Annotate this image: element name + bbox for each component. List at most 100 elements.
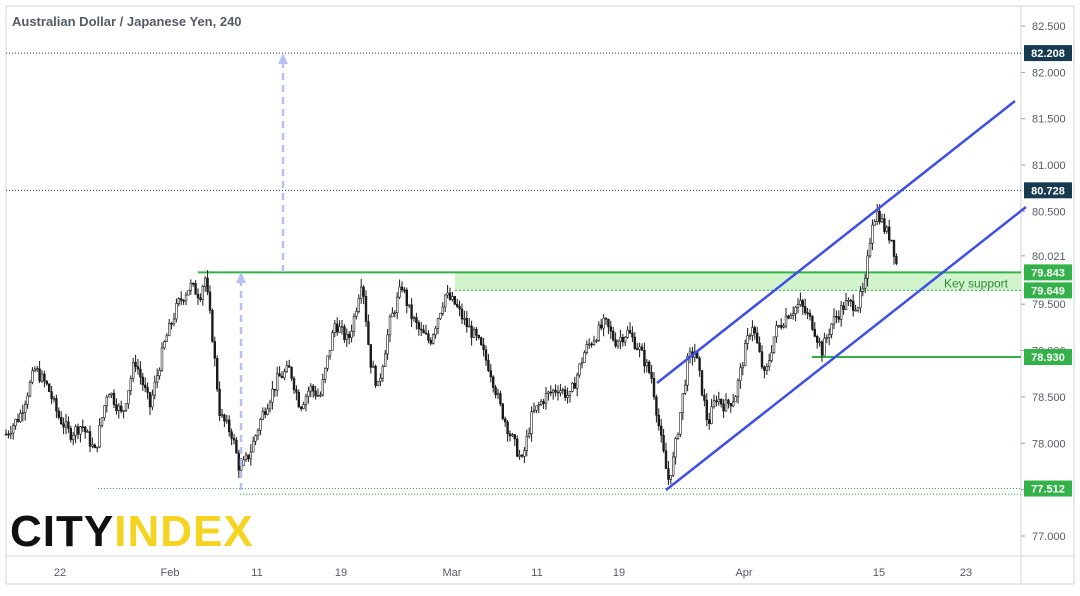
candle bbox=[57, 407, 61, 420]
candle bbox=[290, 366, 293, 382]
candle bbox=[806, 307, 809, 320]
candle-body bbox=[28, 382, 32, 397]
candle-body bbox=[775, 325, 778, 338]
candle bbox=[108, 393, 111, 398]
candle-body bbox=[431, 334, 435, 344]
candle-body bbox=[674, 438, 677, 458]
candle bbox=[357, 294, 360, 314]
candle bbox=[736, 378, 740, 404]
candle bbox=[124, 403, 128, 412]
candle bbox=[863, 273, 867, 293]
candle bbox=[664, 442, 668, 469]
candle bbox=[683, 379, 687, 396]
candle-body bbox=[491, 376, 495, 388]
candle bbox=[595, 338, 598, 344]
candle-body bbox=[571, 383, 574, 392]
y-tick-label: 80.021 bbox=[1032, 251, 1066, 263]
candle-body bbox=[482, 344, 485, 351]
candle-body bbox=[124, 403, 128, 411]
candle bbox=[566, 387, 569, 404]
candle-body bbox=[520, 454, 524, 457]
x-tick-label: Apr bbox=[735, 567, 752, 579]
price-label-text: 82.208 bbox=[1031, 48, 1065, 60]
candle bbox=[249, 443, 252, 466]
x-tick-label: Feb bbox=[161, 567, 180, 579]
candle-body bbox=[374, 365, 377, 386]
candle bbox=[470, 320, 473, 346]
candle bbox=[163, 340, 166, 350]
candle-body bbox=[410, 304, 413, 320]
candle-body bbox=[100, 417, 104, 426]
candle-body bbox=[475, 328, 478, 336]
candle-body bbox=[669, 475, 673, 480]
candle bbox=[335, 317, 339, 336]
candle bbox=[196, 288, 200, 305]
candle bbox=[302, 401, 305, 410]
candle bbox=[12, 423, 15, 440]
candle-body bbox=[168, 323, 171, 337]
candle-body bbox=[635, 348, 639, 350]
candle-body bbox=[175, 303, 178, 320]
candle bbox=[585, 340, 589, 355]
candle bbox=[753, 325, 757, 340]
candle bbox=[76, 423, 80, 440]
candle-body bbox=[640, 346, 644, 351]
candle bbox=[782, 323, 785, 329]
candle bbox=[431, 333, 435, 345]
y-tick-label: 79.500 bbox=[1032, 299, 1066, 311]
candle bbox=[621, 333, 625, 347]
candle bbox=[851, 294, 855, 317]
candle bbox=[770, 345, 773, 363]
candle bbox=[321, 373, 324, 397]
candle bbox=[479, 336, 483, 346]
candle-body bbox=[263, 411, 267, 415]
candle-body bbox=[748, 335, 752, 337]
candle-body bbox=[628, 329, 632, 334]
candle bbox=[328, 349, 332, 360]
candle-body bbox=[307, 390, 310, 397]
candle-body bbox=[811, 315, 814, 330]
y-tick-label: 82.000 bbox=[1032, 67, 1066, 79]
candle-body bbox=[551, 389, 555, 394]
price-label-box bbox=[1024, 264, 1072, 281]
candle-body bbox=[333, 323, 336, 333]
price-label: 79.649 bbox=[1024, 282, 1072, 299]
candle bbox=[623, 336, 627, 347]
candle-body bbox=[266, 408, 269, 415]
candle-body bbox=[338, 326, 341, 333]
price-label-box bbox=[1024, 480, 1072, 497]
candle-body bbox=[340, 326, 344, 328]
candle bbox=[237, 449, 240, 478]
candle-body bbox=[626, 329, 629, 338]
candle-body bbox=[218, 388, 221, 417]
candle bbox=[232, 433, 236, 445]
x-tick-label: 15 bbox=[873, 567, 885, 579]
candle bbox=[525, 429, 529, 457]
candle bbox=[520, 453, 524, 458]
candle bbox=[587, 338, 591, 350]
candle-body bbox=[115, 404, 118, 412]
candle bbox=[386, 328, 389, 360]
candle bbox=[731, 394, 735, 408]
candle bbox=[791, 306, 795, 320]
candle bbox=[100, 417, 104, 428]
candle bbox=[767, 353, 771, 371]
candle-body bbox=[232, 437, 236, 441]
candle-body bbox=[50, 391, 53, 400]
channel-upper-line bbox=[656, 100, 1016, 384]
candle-body bbox=[563, 389, 567, 398]
candle bbox=[463, 310, 466, 326]
candle-body bbox=[863, 277, 867, 289]
candle bbox=[803, 298, 807, 316]
candle bbox=[446, 284, 449, 299]
candle bbox=[530, 406, 533, 442]
candle bbox=[859, 286, 862, 313]
candle-body bbox=[254, 435, 257, 442]
candle-body bbox=[182, 300, 185, 302]
candle bbox=[491, 375, 495, 393]
candle bbox=[120, 400, 123, 414]
candle-body bbox=[643, 349, 646, 367]
candle-body bbox=[249, 451, 252, 460]
candle bbox=[43, 370, 46, 388]
candle bbox=[727, 398, 730, 409]
